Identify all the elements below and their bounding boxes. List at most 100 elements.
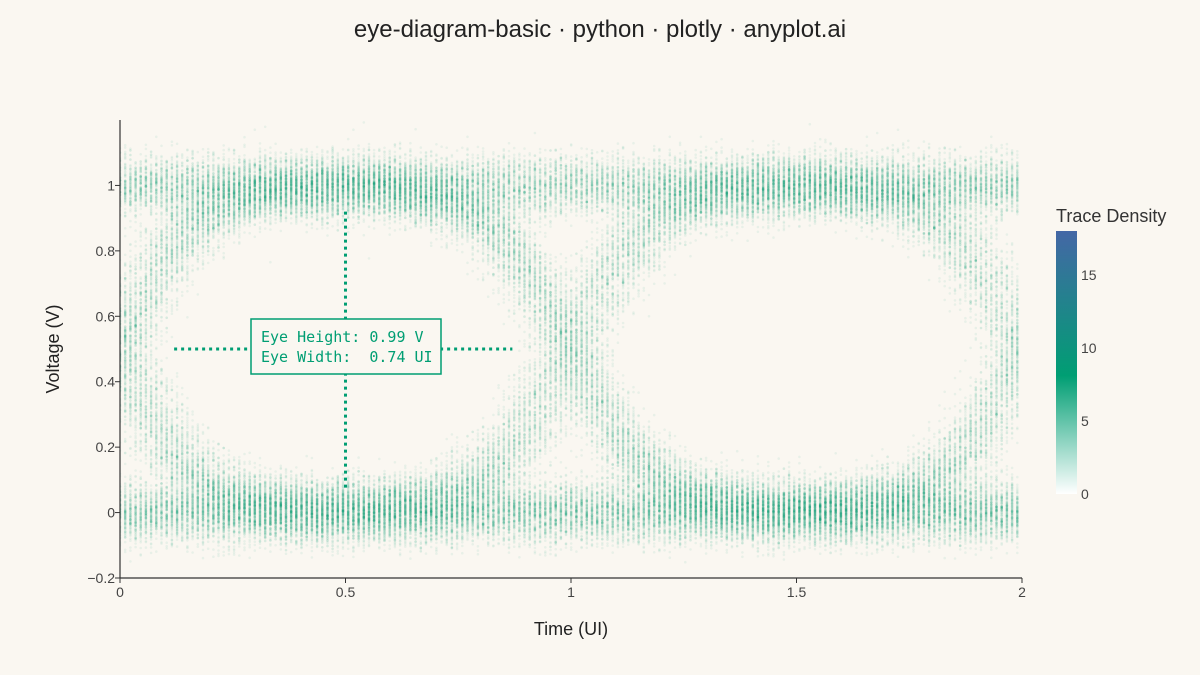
trace-points <box>120 156 1019 547</box>
trace-points <box>120 473 1019 558</box>
x-tick-label: 0 <box>116 584 124 600</box>
trace-points <box>120 153 1019 547</box>
trace-points <box>120 166 1019 535</box>
trace-points <box>120 151 1019 444</box>
colorbar: Trace Density 0 5 10 15 <box>1056 206 1166 502</box>
trace-points <box>120 311 1019 556</box>
trace-points <box>120 455 1019 552</box>
colorbar-gradient <box>1056 231 1077 494</box>
eye-height-text: Eye Height: 0.99 V <box>261 328 424 346</box>
trace-points <box>120 458 1019 547</box>
trace-points <box>120 149 1019 557</box>
trace-points <box>120 297 1019 545</box>
trace-points <box>120 154 1019 557</box>
trace-points <box>120 347 1019 548</box>
trace-points <box>120 147 1019 360</box>
trace-points <box>120 157 1019 554</box>
y-tick-label: 0.2 <box>96 439 116 455</box>
trace-points <box>120 153 1019 538</box>
trace-points <box>120 166 1019 552</box>
trace-points <box>120 155 1019 532</box>
trace-points <box>120 151 1019 392</box>
trace-points <box>120 143 1019 374</box>
trace-points <box>120 467 1019 553</box>
trace-points <box>120 146 1019 223</box>
trace-points <box>120 146 1019 549</box>
trace-points <box>120 328 1019 558</box>
colorbar-tick-label: 5 <box>1081 413 1089 429</box>
trace-points <box>120 149 1019 538</box>
trace-density-points <box>120 121 1019 564</box>
x-tick-label: 2 <box>1018 584 1026 600</box>
trace-points <box>120 150 1019 545</box>
trace-points <box>120 157 1019 552</box>
trace-points <box>120 148 1019 545</box>
trace-points <box>120 135 1019 552</box>
trace-points <box>120 152 1019 538</box>
y-tick-label: 0 <box>107 505 115 521</box>
trace-points <box>120 149 1019 435</box>
eye-width-text: Eye Width: 0.74 UI <box>261 348 433 366</box>
trace-points <box>120 321 1019 546</box>
trace-points <box>120 157 1019 552</box>
trace-points <box>120 155 1019 226</box>
trace-points <box>120 144 1019 218</box>
trace-points <box>120 155 1019 536</box>
trace-points <box>120 157 1019 543</box>
trace-points <box>120 284 1019 552</box>
trace-points <box>120 155 1019 543</box>
trace-points <box>120 154 1019 545</box>
trace-points <box>120 162 1019 549</box>
trace-points <box>120 151 1019 544</box>
trace-points <box>120 157 1019 542</box>
trace-points <box>120 154 1019 543</box>
trace-points <box>120 149 1019 387</box>
trace-points <box>120 281 1019 556</box>
trace-points <box>120 141 1019 222</box>
x-tick-label: 0.5 <box>336 584 356 600</box>
trace-points <box>120 121 1019 228</box>
trace-points <box>120 153 1019 548</box>
y-tick-label: 0.4 <box>96 374 116 390</box>
y-tick-label: 0.8 <box>96 243 116 259</box>
trace-points <box>120 167 1019 558</box>
trace-points <box>120 151 1019 542</box>
trace-points <box>120 131 1019 542</box>
trace-points <box>120 159 1019 547</box>
y-tick-label: 0.6 <box>96 308 116 324</box>
trace-points <box>120 151 1019 547</box>
colorbar-ticks: 0 5 10 15 <box>1081 267 1097 502</box>
trace-points <box>120 169 1019 554</box>
trace-points <box>120 145 1019 555</box>
y-axis-label: Voltage (V) <box>43 304 63 393</box>
trace-points <box>120 161 1019 546</box>
trace-points <box>120 458 1019 552</box>
trace-points <box>120 165 1019 549</box>
colorbar-tick-label: 15 <box>1081 267 1097 283</box>
colorbar-tick-label: 10 <box>1081 340 1097 356</box>
trace-points <box>120 148 1019 540</box>
eye-metrics-annotation: Eye Height: 0.99 V Eye Width: 0.74 UI <box>250 318 442 375</box>
trace-points <box>120 140 1019 227</box>
y-axis-ticks: −0.2 0 0.2 0.4 0.6 0.8 1 <box>87 177 120 586</box>
trace-points <box>120 150 1019 542</box>
trace-points <box>120 307 1019 545</box>
trace-points <box>120 147 1019 407</box>
trace-points <box>120 164 1019 547</box>
trace-points <box>120 471 1019 554</box>
trace-points <box>120 156 1019 561</box>
trace-points <box>120 154 1019 346</box>
trace-points <box>120 164 1019 555</box>
trace-points <box>120 141 1019 228</box>
trace-points <box>120 152 1019 542</box>
trace-points <box>120 163 1019 543</box>
trace-points <box>120 149 1019 408</box>
trace-points <box>120 167 1019 540</box>
colorbar-title: Trace Density <box>1056 206 1166 226</box>
x-axis-label: Time (UI) <box>534 619 608 639</box>
trace-points <box>120 147 1019 359</box>
trace-points <box>120 151 1019 536</box>
trace-points <box>120 160 1019 543</box>
x-tick-label: 1.5 <box>787 584 807 600</box>
